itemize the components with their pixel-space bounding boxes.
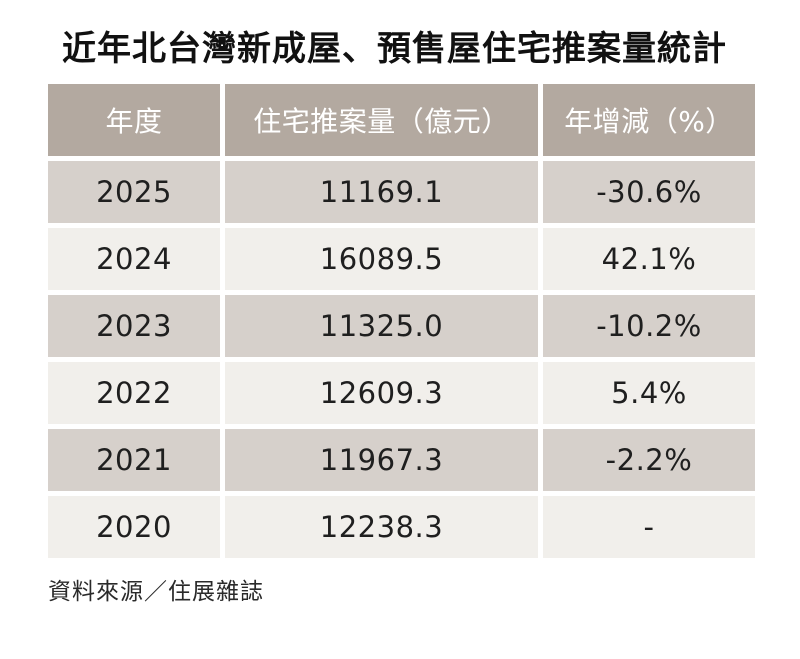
cell-year: 2025: [48, 160, 220, 223]
cell-change: 42.1%: [543, 227, 755, 290]
cell-change: -30.6%: [543, 160, 755, 223]
cell-year: 2023: [48, 294, 220, 357]
header-cell-year: 年度: [48, 83, 220, 156]
infographic-page: 近年北台灣新成屋、預售屋住宅推案量統計 年度 住宅推案量（億元） 年增減（%） …: [48, 29, 755, 605]
cell-change: -: [543, 495, 755, 558]
cell-year: 2024: [48, 227, 220, 290]
page-title: 近年北台灣新成屋、預售屋住宅推案量統計: [62, 29, 727, 69]
cell-volume: 11169.1: [225, 160, 538, 223]
stats-table: 年度 住宅推案量（億元） 年增減（%） 2025 11169.1 -30.6% …: [48, 83, 755, 558]
cell-volume: 12238.3: [225, 495, 538, 558]
cell-year: 2021: [48, 428, 220, 491]
cell-change: -2.2%: [543, 428, 755, 491]
cell-volume: 16089.5: [225, 227, 538, 290]
cell-volume: 11325.0: [225, 294, 538, 357]
cell-volume: 12609.3: [225, 361, 538, 424]
cell-year: 2022: [48, 361, 220, 424]
header-cell-volume: 住宅推案量（億元）: [225, 83, 538, 156]
cell-change: -10.2%: [543, 294, 755, 357]
cell-year: 2020: [48, 495, 220, 558]
cell-change: 5.4%: [543, 361, 755, 424]
header-cell-change: 年增減（%）: [543, 83, 755, 156]
source-note: 資料來源／住展雜誌: [48, 578, 264, 605]
cell-volume: 11967.3: [225, 428, 538, 491]
